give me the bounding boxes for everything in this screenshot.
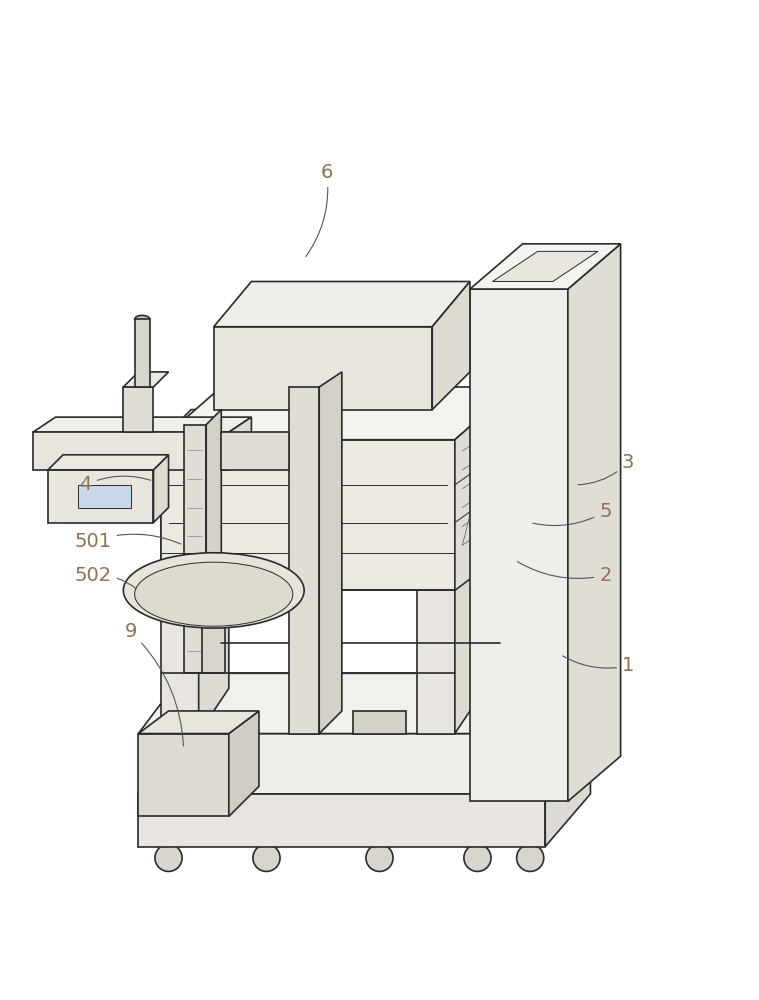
Polygon shape xyxy=(545,734,591,847)
Polygon shape xyxy=(417,410,485,440)
Polygon shape xyxy=(289,387,320,734)
Circle shape xyxy=(56,498,62,505)
Polygon shape xyxy=(214,327,432,410)
Polygon shape xyxy=(203,613,225,673)
Polygon shape xyxy=(33,432,228,470)
Text: 502: 502 xyxy=(74,566,137,589)
Circle shape xyxy=(253,844,280,871)
Polygon shape xyxy=(493,251,598,282)
Polygon shape xyxy=(470,289,568,801)
Circle shape xyxy=(79,508,85,514)
Polygon shape xyxy=(184,425,206,673)
Polygon shape xyxy=(161,410,228,440)
Polygon shape xyxy=(320,372,342,734)
Ellipse shape xyxy=(134,384,150,390)
Polygon shape xyxy=(470,244,621,289)
Bar xyxy=(78,485,131,508)
Ellipse shape xyxy=(123,553,304,628)
Polygon shape xyxy=(353,711,406,734)
Polygon shape xyxy=(206,410,222,673)
Polygon shape xyxy=(228,417,251,470)
Ellipse shape xyxy=(134,562,293,626)
Polygon shape xyxy=(138,794,545,847)
Text: 5: 5 xyxy=(533,502,612,526)
Polygon shape xyxy=(123,387,153,432)
Polygon shape xyxy=(161,440,199,734)
Circle shape xyxy=(79,498,85,505)
Circle shape xyxy=(366,844,393,871)
Circle shape xyxy=(519,421,572,474)
Polygon shape xyxy=(33,417,251,432)
Text: 9: 9 xyxy=(124,622,184,746)
Text: 6: 6 xyxy=(306,163,333,257)
Polygon shape xyxy=(48,455,168,470)
Polygon shape xyxy=(455,410,485,734)
Circle shape xyxy=(527,428,564,466)
Text: 501: 501 xyxy=(74,532,181,551)
Text: 1: 1 xyxy=(562,656,635,675)
Text: 4: 4 xyxy=(80,475,151,494)
Polygon shape xyxy=(432,282,470,410)
Polygon shape xyxy=(455,387,515,590)
Polygon shape xyxy=(123,372,168,387)
Text: 3: 3 xyxy=(578,453,635,485)
Polygon shape xyxy=(138,711,259,734)
Circle shape xyxy=(517,844,543,871)
Polygon shape xyxy=(417,440,455,734)
Polygon shape xyxy=(48,470,153,523)
Polygon shape xyxy=(138,734,591,794)
Polygon shape xyxy=(138,673,591,734)
Polygon shape xyxy=(138,734,228,816)
Polygon shape xyxy=(222,432,289,470)
Text: 2: 2 xyxy=(518,562,612,585)
Circle shape xyxy=(68,508,74,514)
Polygon shape xyxy=(161,387,515,440)
Polygon shape xyxy=(199,410,228,734)
Circle shape xyxy=(464,844,491,871)
Ellipse shape xyxy=(134,315,150,323)
Polygon shape xyxy=(161,440,455,590)
Ellipse shape xyxy=(353,700,406,722)
Polygon shape xyxy=(214,282,470,327)
Circle shape xyxy=(68,498,74,505)
Polygon shape xyxy=(568,244,621,801)
Circle shape xyxy=(56,508,62,514)
Polygon shape xyxy=(153,455,168,523)
Circle shape xyxy=(155,844,182,871)
Polygon shape xyxy=(134,319,150,387)
Polygon shape xyxy=(228,711,259,816)
